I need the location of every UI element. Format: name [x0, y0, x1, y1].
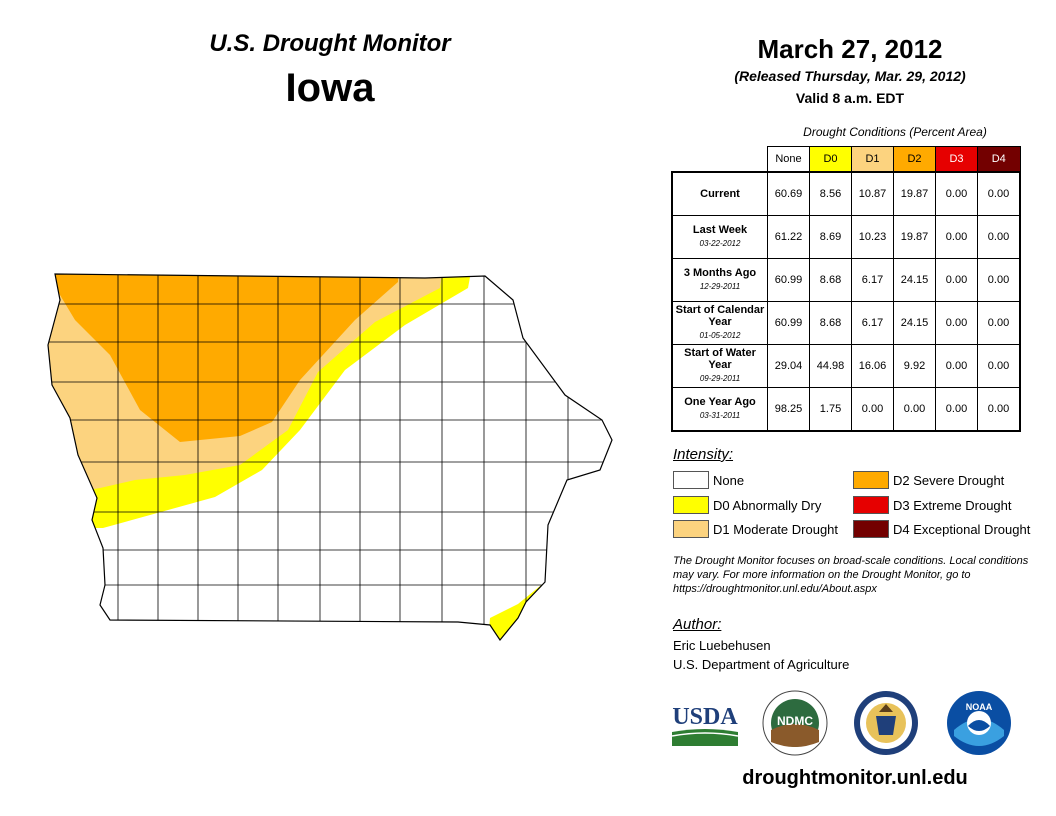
col-d4: D4 — [977, 146, 1021, 173]
iowa-drought-map — [47, 273, 613, 642]
col-d2: D2 — [893, 146, 936, 173]
row-label: Start of Water Year 09-29-2011 — [671, 344, 768, 388]
col-d0: D0 — [809, 146, 852, 173]
row-label: 3 Months Ago 12-29-2011 — [671, 258, 768, 302]
row-label: Start of Calendar Year 01-05-2012 — [671, 301, 768, 345]
legend-swatch — [673, 471, 709, 489]
legend-swatch — [853, 520, 889, 538]
legend-swatch — [853, 471, 889, 489]
noaa-logo: NOAA — [947, 691, 1011, 755]
legend-swatch — [853, 496, 889, 514]
table-row: Start of Calendar Year 01-05-2012 60.99 8… — [671, 301, 1021, 345]
author-name: Eric Luebehusen — [673, 638, 771, 653]
col-none: None — [767, 146, 810, 173]
map-title: U.S. Drought Monitor — [209, 30, 451, 57]
disclaimer-note: The Drought Monitor focuses on broad-sca… — [673, 555, 1029, 595]
map-d2-area — [48, 274, 400, 442]
noaa-logo-text: NOAA — [966, 702, 993, 712]
usda-logo-text: USDA — [672, 704, 738, 730]
footer-url[interactable]: droughtmonitor.unl.edu — [742, 767, 968, 789]
report-date: March 27, 2012 — [757, 34, 943, 64]
usda-logo: USDA — [671, 704, 738, 746]
iowa-border — [47, 273, 613, 642]
row-label: Last Week 03-22-2012 — [671, 215, 768, 259]
author-org: U.S. Department of Agriculture — [673, 657, 850, 672]
row-label: One Year Ago 03-31-2011 — [671, 387, 768, 432]
doc-seal-logo — [854, 691, 918, 755]
table-row: Current 60.69 8.56 10.87 19.87 0.00 0.00 — [671, 171, 1021, 216]
legend-item-d2: D2 Severe Drought — [853, 471, 1004, 489]
state-name: Iowa — [285, 66, 375, 110]
table-row: Start of Water Year 09-29-2011 29.04 44.9… — [671, 344, 1021, 388]
release-date: (Released Thursday, Mar. 29, 2012) — [734, 68, 966, 84]
legend-item-d0: D0 Abnormally Dry — [673, 496, 821, 514]
col-d1: D1 — [851, 146, 894, 173]
legend-swatch — [673, 520, 709, 538]
ndmc-logo: NDMC — [762, 690, 828, 756]
legend-heading: Intensity: — [673, 446, 734, 463]
col-d3: D3 — [935, 146, 978, 173]
author-heading: Author: — [673, 616, 722, 633]
row-label: Current — [671, 171, 768, 216]
table-caption: Drought Conditions (Percent Area) — [803, 125, 987, 139]
ndmc-logo-text: NDMC — [777, 714, 813, 728]
drought-conditions-table: None D0 D1 D2 D3 D4 Current 60.69 8.56 1… — [671, 146, 1021, 432]
legend-item-none: None — [673, 471, 744, 489]
table-row: One Year Ago 03-31-2011 98.25 1.75 0.00 0… — [671, 387, 1021, 432]
legend-item-d1: D1 Moderate Drought — [673, 520, 838, 538]
valid-time: Valid 8 a.m. EDT — [795, 90, 905, 106]
legend-swatch — [673, 496, 709, 514]
legend-item-d3: D3 Extreme Drought — [853, 496, 1012, 514]
table-row: 3 Months Ago 12-29-2011 60.99 8.68 6.17 2… — [671, 258, 1021, 302]
table-row: Last Week 03-22-2012 61.22 8.69 10.23 19.… — [671, 215, 1021, 259]
legend-item-d4: D4 Exceptional Drought — [853, 520, 1030, 538]
